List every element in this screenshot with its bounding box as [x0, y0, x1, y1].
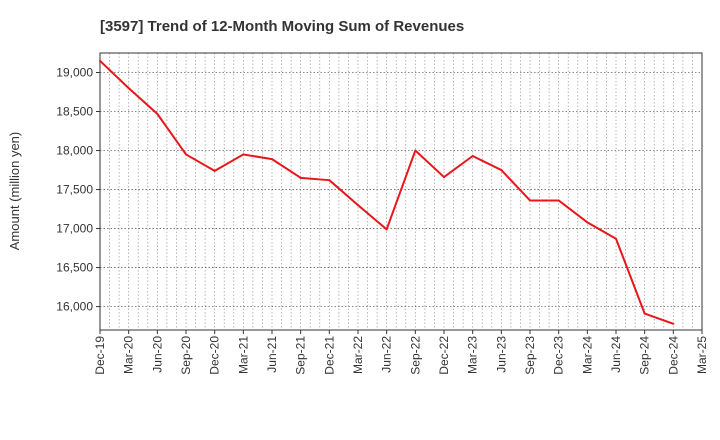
x-tick-label: Sep-23: [523, 336, 537, 375]
y-axis: 16,000 16,500 17,000 17,500 18,000 18,500 19,0…: [56, 66, 100, 314]
y-tick-label: 19,000: [56, 66, 93, 80]
y-tick-label: 17,500: [56, 183, 93, 197]
data-point: [99, 59, 101, 62]
x-tick-label: Jun-21: [265, 336, 279, 373]
plot-area-frame: [99, 52, 703, 331]
x-tick-label: Sep-21: [294, 336, 308, 375]
x-tick-label: Dec-23: [552, 336, 566, 375]
y-tick-label: 18,500: [56, 105, 93, 119]
data-point: [615, 237, 617, 240]
data-point: [643, 312, 646, 315]
x-tick-label: Jun-23: [494, 336, 508, 373]
x-tick-label: Dec-19: [93, 336, 107, 375]
series-layer: [99, 59, 675, 325]
y-tick-label: 16,000: [56, 300, 93, 314]
data-point: [156, 112, 159, 115]
x-tick-label: Jun-24: [609, 336, 623, 373]
y-tick-label: 18,000: [56, 144, 93, 158]
x-tick-label: Mar-22: [351, 336, 365, 374]
data-point: [185, 153, 187, 156]
y-tick-label: 16,500: [56, 261, 93, 275]
data-point: [385, 228, 388, 231]
x-tick-label: Dec-24: [666, 336, 680, 375]
x-tick-label: Mar-25: [695, 336, 709, 374]
x-tick-label: Dec-20: [208, 336, 222, 375]
data-point: [557, 199, 560, 202]
x-tick-label: Jun-22: [380, 336, 394, 373]
x-tick-label: Jun-20: [150, 336, 164, 373]
y-tick-label: 17,000: [56, 222, 93, 236]
data-point: [357, 204, 359, 207]
x-tick-label: Sep-24: [638, 336, 652, 375]
data-point: [586, 221, 589, 224]
chart-title: [3597] Trend of 12-Month Moving Sum of R…: [100, 18, 464, 35]
x-tick-label: Mar-23: [466, 336, 480, 374]
data-point: [242, 153, 245, 156]
x-tick-label: Sep-20: [179, 336, 193, 375]
x-tick-label: Mar-20: [122, 336, 136, 374]
data-point: [299, 176, 302, 179]
data-point: [414, 149, 417, 152]
data-point: [213, 169, 216, 172]
x-axis: Dec-19 Mar-20 Jun-20 Sep-20 Dec-20 Mar-21 Jun-…: [93, 330, 709, 375]
x-tick-label: Mar-24: [580, 336, 594, 374]
data-point: [529, 199, 531, 202]
data-point: [443, 176, 445, 179]
data-point: [271, 158, 273, 161]
data-point: [471, 154, 474, 157]
data-point: [127, 87, 130, 90]
data-point: [500, 169, 503, 172]
x-tick-label: Dec-22: [437, 336, 451, 375]
x-tick-label: Mar-21: [236, 336, 250, 374]
y-axis-label: Amount (million yen): [7, 132, 22, 251]
data-point: [328, 179, 331, 182]
x-tick-label: Dec-21: [322, 336, 336, 375]
x-tick-label: Sep-22: [408, 336, 422, 375]
data-point: [672, 322, 675, 325]
